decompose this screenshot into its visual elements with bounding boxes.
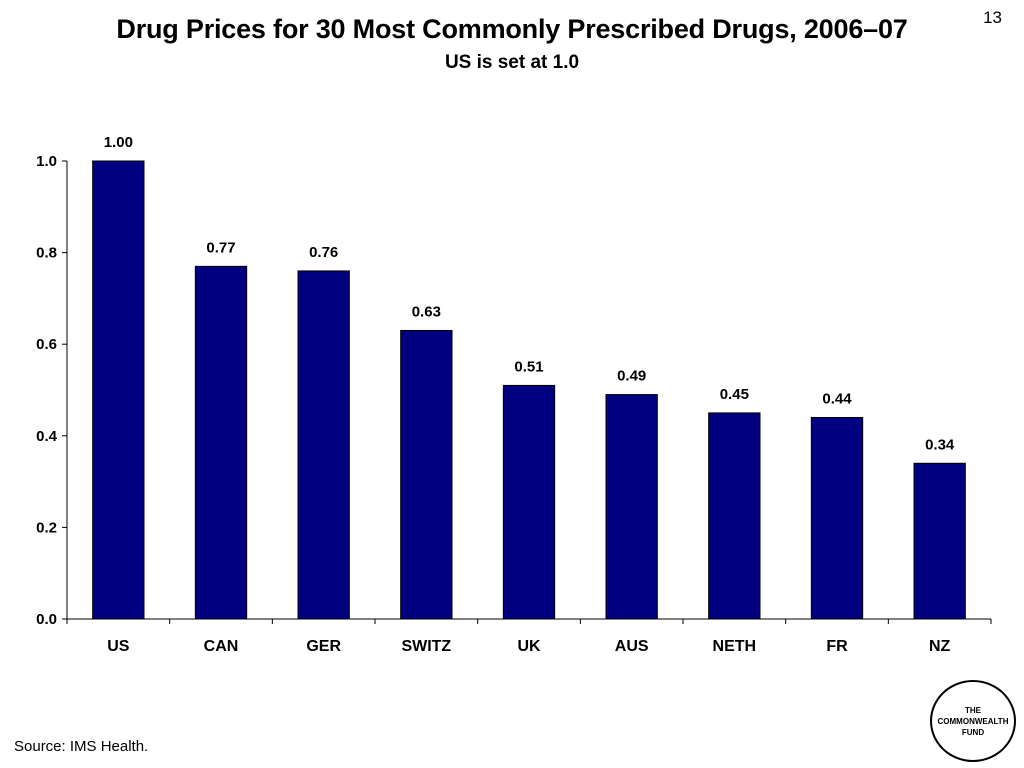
x-tick-label: NZ (929, 638, 951, 655)
x-tick-label: NETH (713, 638, 757, 655)
value-label: 0.77 (206, 239, 235, 256)
bar-neth (708, 412, 761, 620)
bars: 1.00 0.77 0.76 0.63 0.51 0.49 0.45 0.44 0.34 (92, 134, 966, 620)
y-tick-label: 0.0 (36, 611, 57, 628)
value-label: 0.63 (412, 303, 441, 320)
commonwealth-fund-logo: THE COMMONWEALTH FUND (930, 680, 1016, 762)
x-tick-label: CAN (204, 638, 239, 655)
x-tick-label: AUS (615, 638, 649, 655)
bar-can (194, 265, 248, 620)
value-label: 0.34 (925, 436, 955, 453)
chart-title: Drug Prices for 30 Most Commonly Prescri… (116, 14, 908, 44)
y-axis: 0.0 0.2 0.4 0.6 0.8 1.0 (36, 153, 68, 628)
bar-us (92, 160, 145, 620)
x-tick-label: FR (826, 638, 848, 655)
bar-ger (297, 270, 350, 620)
logo-line-3: FUND (961, 727, 985, 737)
logo-line-2: COMMONWEALTH (937, 716, 1009, 726)
y-tick-label: 0.8 (36, 245, 57, 262)
value-label: 0.44 (822, 390, 852, 407)
value-label: 0.51 (514, 358, 543, 375)
y-tick-label: 1.0 (36, 153, 57, 170)
bar-switz (400, 329, 453, 620)
bar-aus (605, 394, 658, 620)
bar-fr (810, 416, 864, 620)
value-label: 1.00 (104, 134, 133, 151)
x-tick-label: US (107, 638, 130, 655)
y-tick-label: 0.2 (36, 519, 57, 536)
value-label: 0.76 (309, 244, 338, 261)
y-tick-label: 0.6 (36, 336, 57, 353)
y-tick-label: 0.4 (36, 428, 58, 445)
x-tick-label: UK (517, 638, 541, 655)
value-label: 0.45 (720, 386, 749, 403)
x-tick-label: GER (306, 638, 341, 655)
x-tick-label: SWITZ (401, 638, 451, 655)
bar-nz (913, 462, 966, 620)
chart-subtitle: US is set at 1.0 (444, 52, 580, 73)
value-label: 0.49 (617, 368, 646, 385)
logo-line-1: THE (965, 705, 981, 715)
bar-uk (502, 384, 556, 620)
page-number: 13 (983, 8, 1002, 27)
source-note: Source: IMS Health. (14, 738, 149, 755)
x-axis: US CAN GER SWITZ UK AUS NETH FR NZ (66, 618, 992, 655)
